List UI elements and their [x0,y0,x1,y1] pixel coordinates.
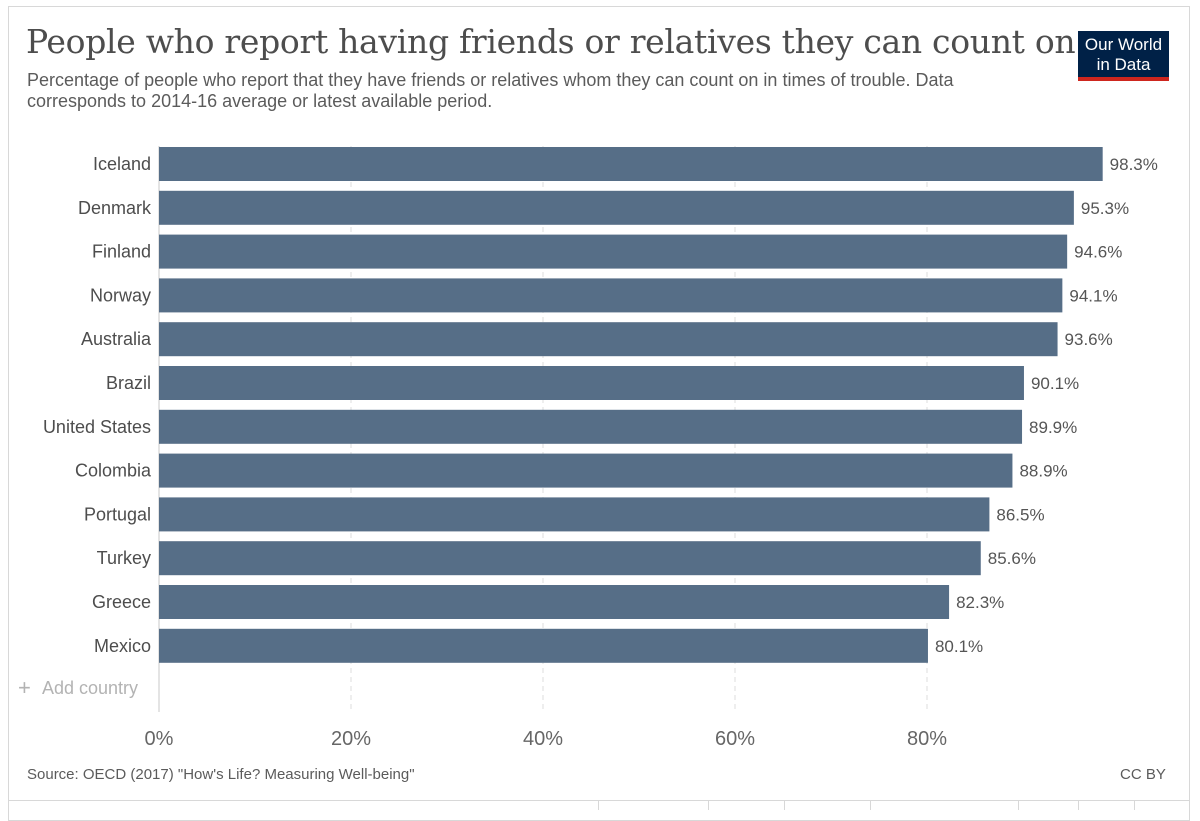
source-note[interactable]: Source: OECD (2017) "How's Life? Measuri… [27,766,415,783]
bar[interactable] [159,278,1063,313]
tab-divider [870,801,871,810]
bar[interactable] [159,497,990,532]
license-link[interactable]: CC BY [1120,766,1166,783]
value-label: 89.9% [1029,418,1077,437]
bottom-tab-bar [8,800,1190,810]
value-label: 90.1% [1031,374,1079,393]
category-label[interactable]: Finland [92,242,151,262]
category-label[interactable]: Colombia [75,461,152,481]
x-tick-label: 0% [145,728,174,750]
category-label[interactable]: Portugal [84,504,151,524]
bar[interactable] [159,147,1103,181]
bar[interactable] [159,541,981,576]
tab-divider [1134,801,1135,810]
logo-line-1: Our World [1084,35,1163,54]
value-label: 88.9% [1019,462,1067,481]
chart-subtitle: Percentage of people who report that the… [27,70,954,111]
tab-divider [1078,801,1079,810]
value-label: 95.3% [1081,199,1129,218]
category-label[interactable]: Norway [90,285,151,305]
plus-icon: + [18,675,31,700]
category-label[interactable]: Turkey [97,548,151,568]
x-tick-label: 60% [715,728,755,750]
category-label[interactable]: Denmark [78,198,152,218]
category-label[interactable]: United States [43,417,151,437]
x-tick-label: 20% [331,728,371,750]
chart-title: People who report having friends or rela… [26,22,1076,61]
labels: 0% 20% 40% 60% 80% Iceland 98.3% Denmark 95.3% Fi… [43,154,1158,750]
bar[interactable] [159,585,950,619]
tab-divider [708,801,709,810]
bar[interactable] [159,409,1023,444]
value-label: 98.3% [1110,155,1158,174]
owid-logo[interactable]: Our World in Data [1078,31,1169,81]
bar[interactable] [159,322,1058,357]
x-tick-label: 40% [523,728,563,750]
x-tick-label: 80% [907,728,947,750]
add-country-button[interactable]: + Add country [18,675,138,700]
tab-divider [598,801,599,810]
bar[interactable] [159,190,1074,225]
value-label: 86.5% [996,505,1044,524]
bar[interactable] [159,628,928,663]
tab-divider [1018,801,1019,810]
category-label[interactable]: Mexico [94,636,151,656]
add-country-label: Add country [42,678,138,698]
bar[interactable] [159,366,1024,400]
bar[interactable] [159,453,1013,488]
bars [159,147,1103,663]
bar[interactable] [159,234,1068,269]
value-label: 93.6% [1065,330,1113,349]
value-label: 94.6% [1074,243,1122,262]
value-label: 94.1% [1069,286,1117,305]
category-label[interactable]: Australia [81,329,152,349]
value-label: 85.6% [988,549,1036,568]
value-label: 80.1% [935,637,983,656]
tab-divider [784,801,785,810]
value-label: 82.3% [956,593,1004,612]
logo-line-2: in Data [1096,55,1151,74]
category-label[interactable]: Greece [92,592,151,612]
category-label[interactable]: Iceland [93,154,151,174]
category-label[interactable]: Brazil [106,373,151,393]
